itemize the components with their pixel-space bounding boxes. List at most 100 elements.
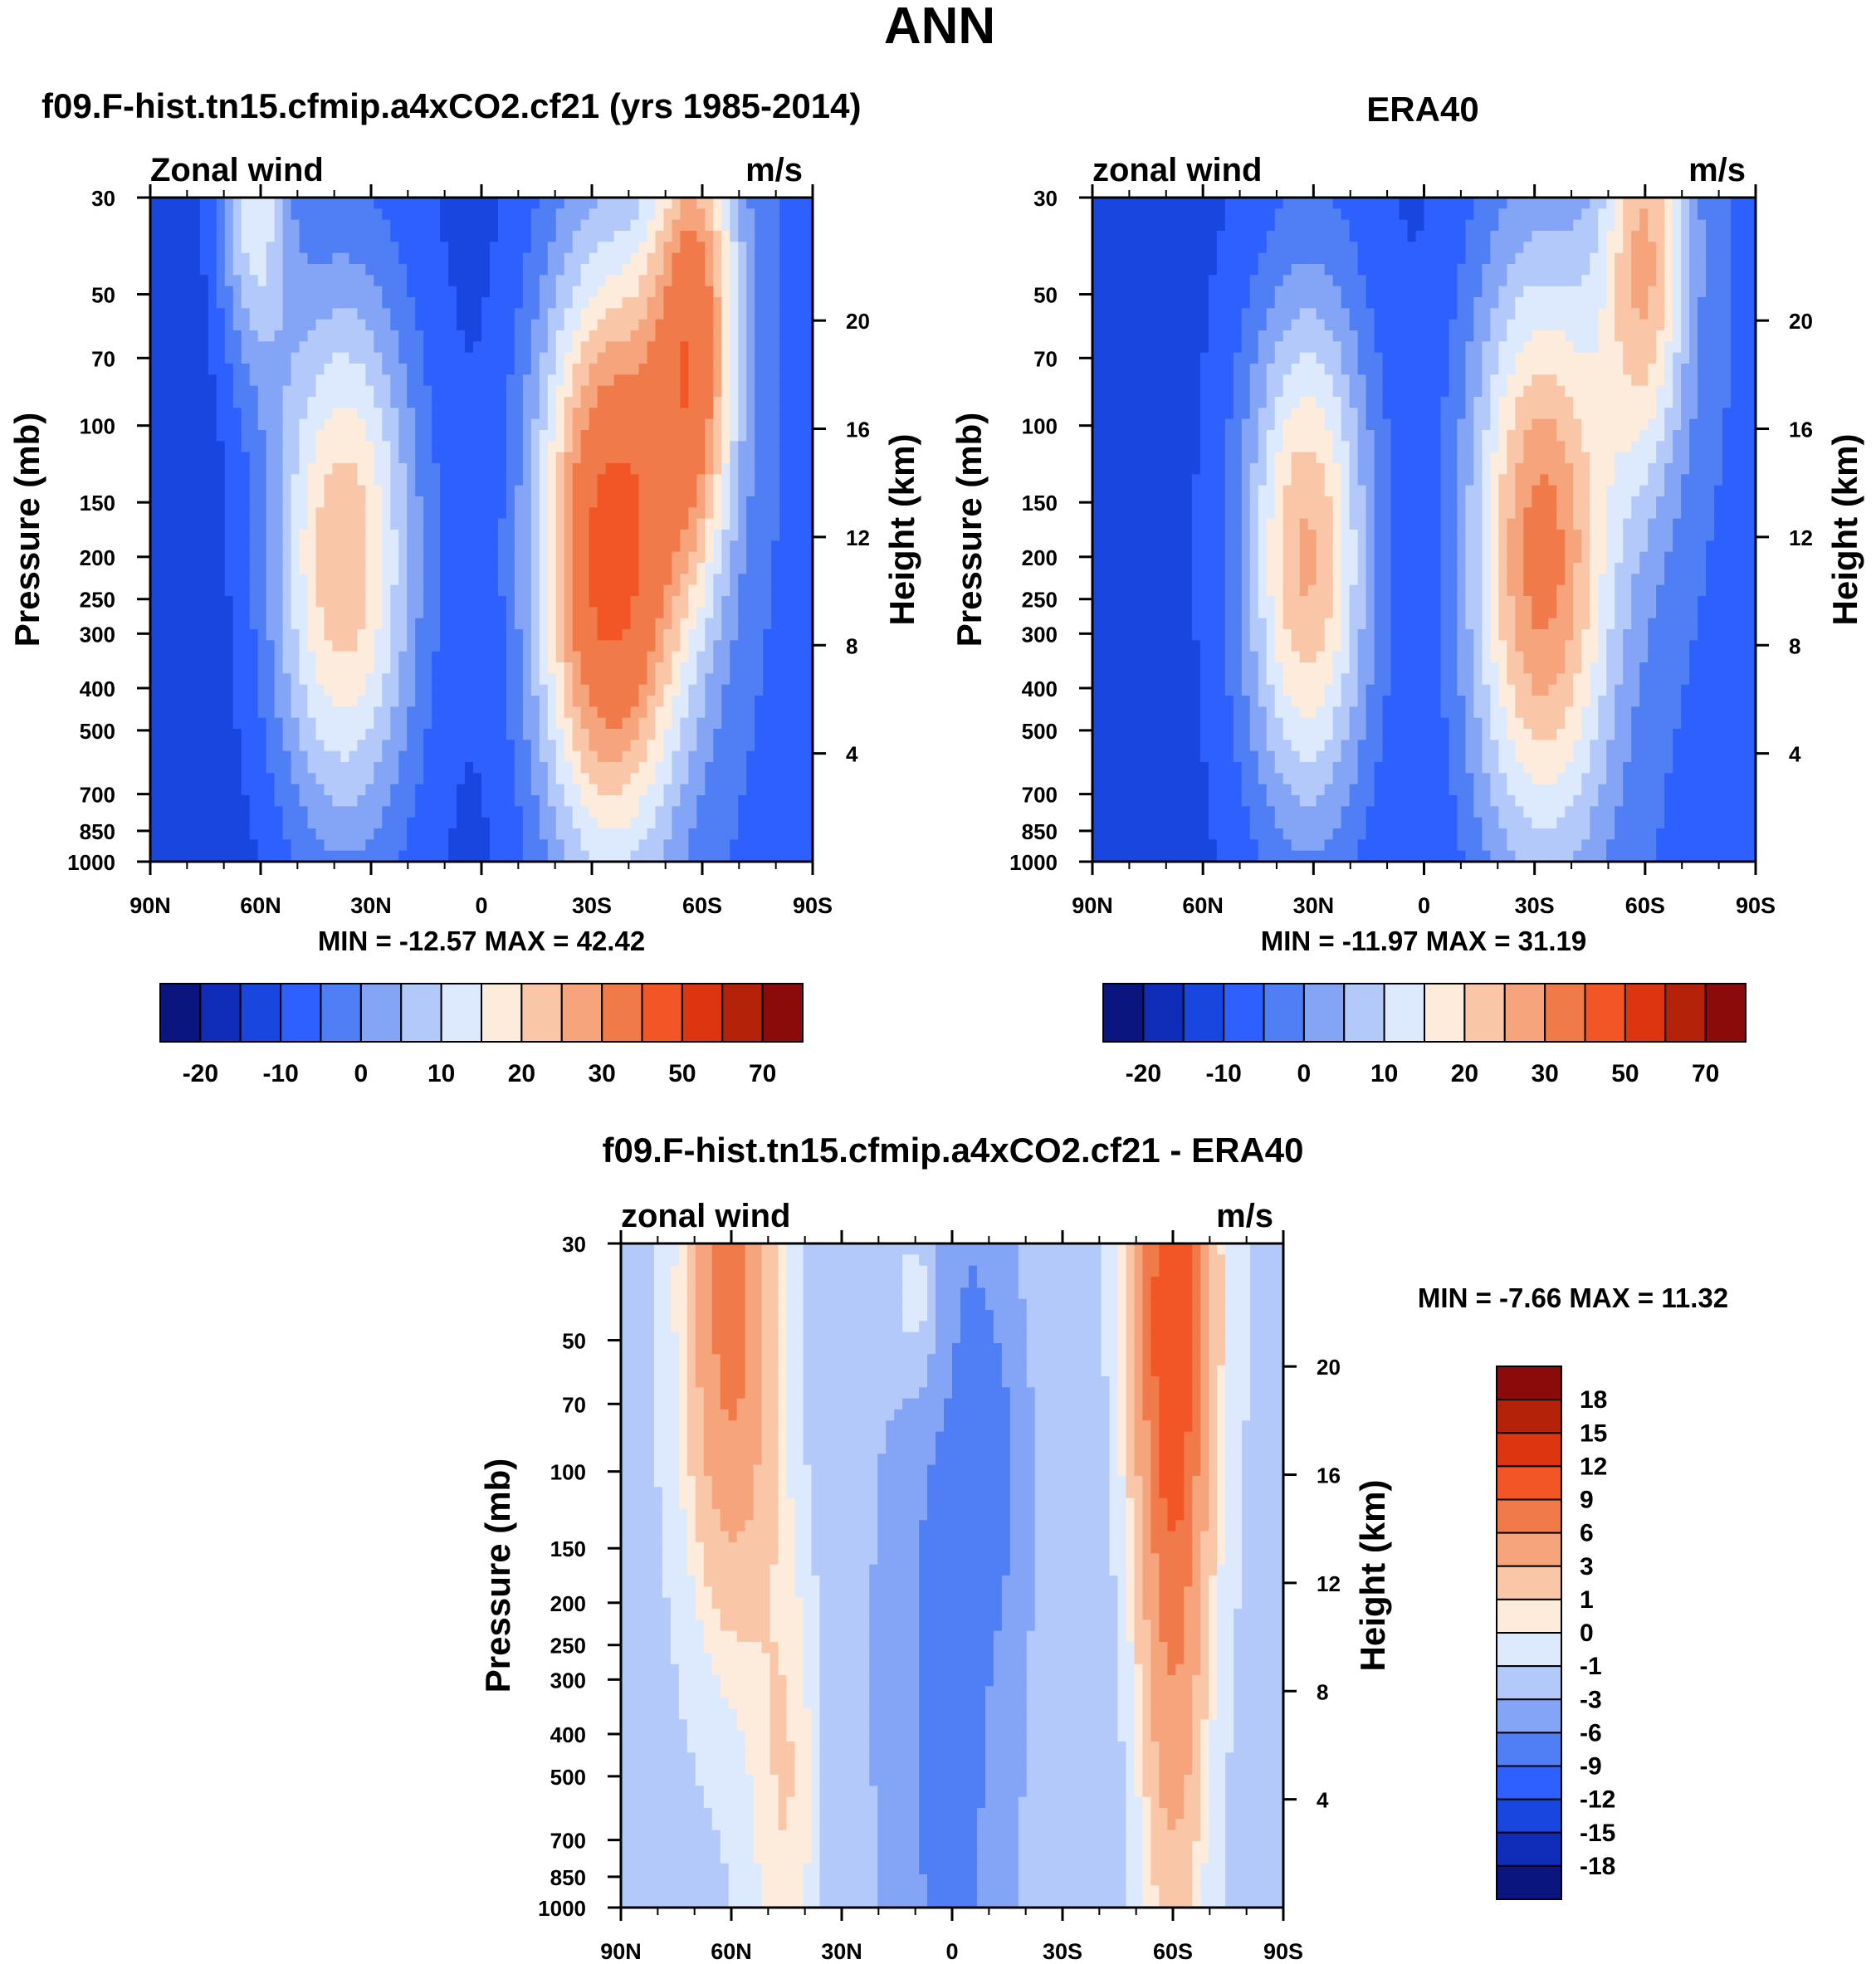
model-field-cell [514,319,524,331]
model-field-cell [423,463,432,475]
model-field-cell [804,717,813,730]
model-field-cell [514,496,524,508]
model-field-cell [730,518,739,530]
model-field-cell [174,352,184,364]
model-field-cell [638,684,648,696]
model-field-cell [216,452,226,464]
model-field-cell [457,850,466,862]
model-field-cell [663,596,673,608]
model-field-cell [597,308,607,320]
model-field-cell [647,242,657,254]
model-field-cell [796,717,805,730]
model-field-cell [746,828,755,840]
model-field-cell [374,286,383,298]
model-field-cell [174,596,184,608]
model-field-cell [580,208,590,221]
model-field-cell [647,463,657,475]
model-field-cell [274,208,284,221]
model-field-cell [622,463,632,475]
model-field-cell [249,640,259,652]
model-field-cell [183,618,193,630]
model-field-cell [564,551,574,564]
model-field-cell [374,496,383,508]
model-field-cell [580,507,590,520]
model-field-cell [324,584,334,597]
model-field-cell [680,729,689,740]
model-field-cell [191,574,201,586]
model-field-cell [796,551,805,564]
model-field-cell [150,518,159,530]
model-field-cell [522,574,532,586]
model-field-cell [672,496,681,508]
model-field-cell [332,452,342,464]
model-field-cell [605,696,615,707]
model-field-cell [746,297,755,309]
model-field-cell [713,784,722,796]
model-field-cell [307,352,317,364]
model-field-cell [796,839,805,852]
model-field-cell [638,275,648,287]
model-field-cell [572,252,582,265]
model-field-cell [274,563,284,574]
model-field-cell [721,729,730,740]
model-field-cell [672,784,681,796]
model-field-cell [481,850,491,862]
model-field-cell [382,696,391,707]
model-field-cell [415,740,424,752]
model-field-cell [530,574,540,586]
model-height-tick-label: 12 [846,525,870,550]
model-field-cell [407,341,416,354]
model-field-cell [605,308,615,320]
model-field-cell [564,773,574,785]
model-field-cell [340,275,349,287]
model-field-cell [291,341,300,354]
model-field-cell [489,729,499,740]
model-field-cell [804,773,813,785]
model-field-cell [398,662,408,674]
model-field-cell [655,397,665,408]
model-field-cell [166,530,176,541]
model-field-cell [804,441,813,453]
model-field-cell [738,750,747,763]
model-field-cell [655,319,665,331]
model-field-cell [199,219,209,232]
model-field-cell [572,463,582,475]
model-field-cell [208,430,217,442]
model-field-cell [174,662,184,674]
model-field-cell [746,252,755,265]
model-field-cell [150,286,159,298]
model-field-cell [506,452,515,464]
model-field-cell [266,762,276,774]
model-field-cell [738,452,747,464]
model-field-cell [357,397,366,408]
model-field-cell [489,518,499,530]
model-field-cell [199,574,209,586]
model-field-cell [672,684,681,696]
model-field-cell [796,740,805,752]
model-field-cell [224,286,234,298]
model-field-cell [539,231,549,242]
model-field-cell [216,441,226,453]
model-field-cell [514,740,524,752]
model-field-cell [349,729,358,740]
model-field-cell [150,773,159,785]
model-field-cell [730,740,739,752]
model-field-cell [647,231,657,242]
model-field-cell [291,231,300,242]
model-field-cell [315,463,325,475]
model-field-cell [696,264,706,276]
model-field-cell [547,452,557,464]
model-field-cell [539,507,549,520]
obs-field-cell [1274,198,1284,209]
model-field-cell [208,850,217,862]
model-field-cell [440,286,449,298]
model-field-cell [663,507,673,520]
model-field-cell [572,397,582,408]
model-field-cell [555,540,565,553]
model-field-cell [407,750,416,763]
model-field-cell [432,252,441,265]
model-field-cell [506,662,515,674]
model-field-cell [440,784,449,796]
model-field-cell [415,297,424,309]
model-field-cell [680,717,689,730]
